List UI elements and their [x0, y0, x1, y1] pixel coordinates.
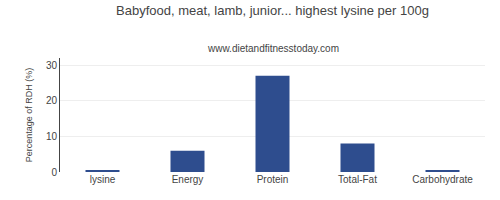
svg-text:www.dietandfitnesstoday.com: www.dietandfitnesstoday.com	[207, 43, 339, 54]
svg-text:20: 20	[46, 95, 58, 106]
svg-text:0: 0	[51, 167, 57, 178]
svg-text:30: 30	[46, 60, 58, 71]
svg-text:Total-Fat: Total-Fat	[338, 174, 377, 185]
svg-text:Energy: Energy	[172, 174, 204, 185]
svg-text:lysine: lysine	[90, 174, 116, 185]
svg-text:10: 10	[46, 131, 58, 142]
svg-text:Carbohydrate: Carbohydrate	[412, 174, 473, 185]
svg-text:Babyfood, meat, lamb, junior..: Babyfood, meat, lamb, junior... highest …	[116, 3, 429, 18]
svg-text:Percentage of RDH (%): Percentage of RDH (%)	[24, 68, 34, 163]
svg-text:Protein: Protein	[257, 174, 289, 185]
